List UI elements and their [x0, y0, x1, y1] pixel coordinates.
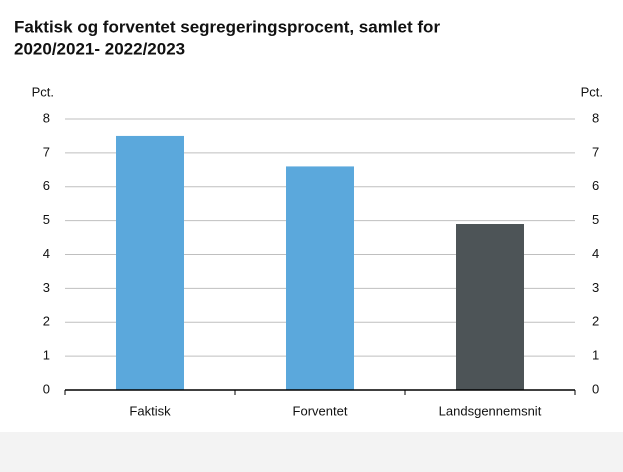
- y2-tick-label: 7: [592, 144, 599, 159]
- x-tick-label: Landsgennemsnit: [439, 403, 542, 418]
- bar: [456, 224, 524, 390]
- y2-tick-label: 4: [592, 246, 599, 261]
- y-tick-label: 4: [43, 246, 50, 261]
- y2-tick-label: 6: [592, 178, 599, 193]
- y2-tick-label: 0: [592, 381, 599, 396]
- y2-tick-label: 2: [592, 314, 599, 329]
- y2-tick-label: 5: [592, 212, 599, 227]
- y-tick-label: 3: [43, 280, 50, 295]
- y-axis-label: Pct.: [32, 84, 54, 99]
- y-tick-label: 2: [43, 314, 50, 329]
- x-tick-label: Forventet: [293, 403, 348, 418]
- bar: [116, 135, 184, 390]
- y-tick-label: 5: [43, 212, 50, 227]
- y-tick-label: 8: [43, 110, 50, 125]
- y2-axis-label: Pct.: [581, 84, 603, 99]
- y-tick-label: 0: [43, 381, 50, 396]
- y-tick-label: 1: [43, 348, 50, 363]
- y-tick-label: 7: [43, 144, 50, 159]
- x-tick-label: Faktisk: [129, 403, 171, 418]
- y2-tick-label: 1: [592, 348, 599, 363]
- y-tick-label: 6: [43, 178, 50, 193]
- bar: [286, 166, 354, 390]
- y2-tick-label: 8: [592, 110, 599, 125]
- chart-title: 2020/2021- 2022/2023: [14, 39, 185, 58]
- y2-tick-label: 3: [592, 280, 599, 295]
- chart-title: Faktisk og forventet segregeringsprocent…: [14, 17, 440, 36]
